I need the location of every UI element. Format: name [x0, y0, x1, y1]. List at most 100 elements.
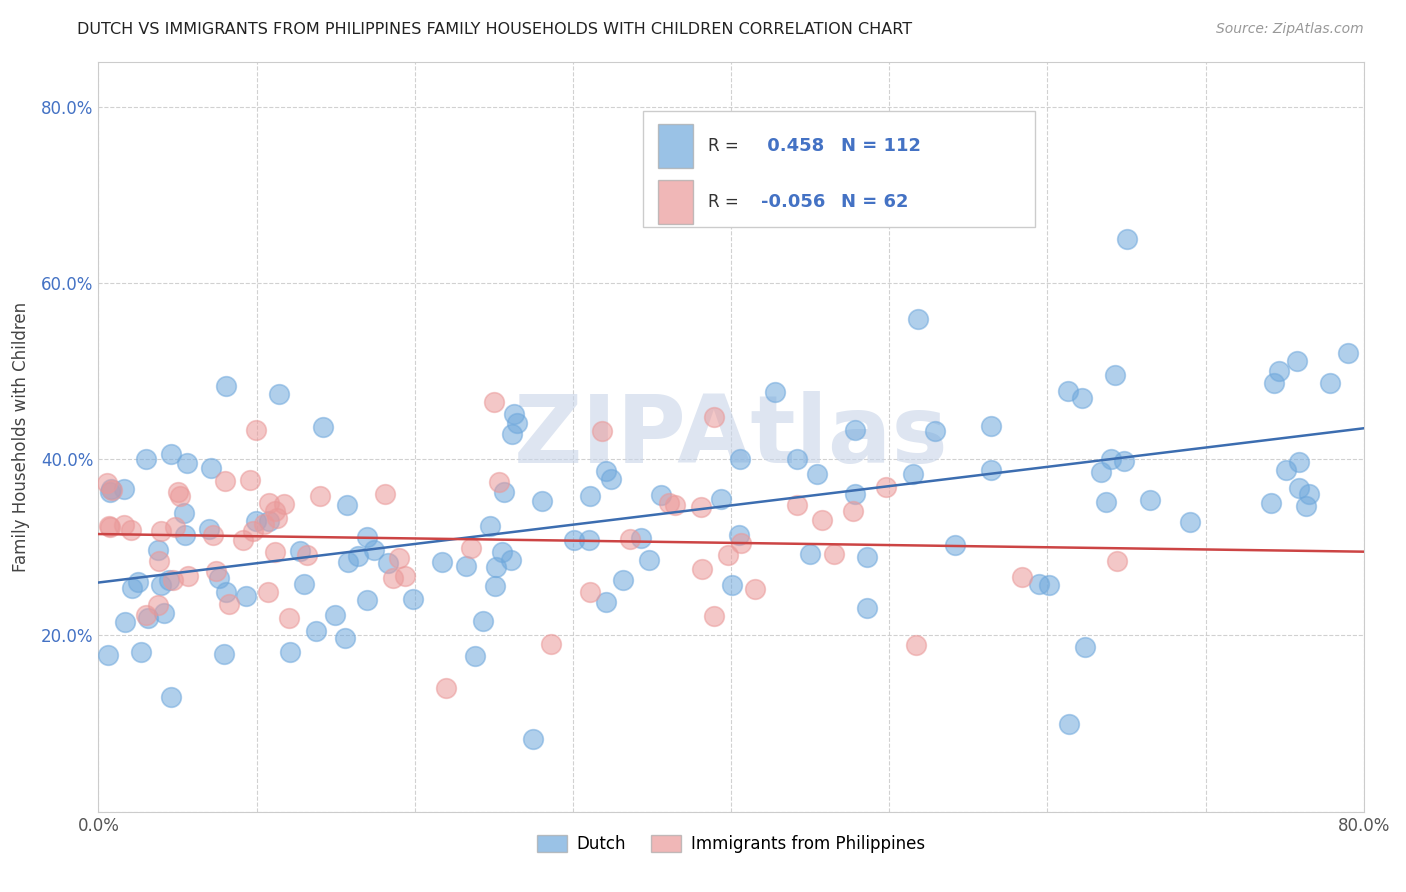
Point [484, 579, 506, 593]
Point [112, 518, 135, 533]
Point [266, 510, 288, 524]
Point [488, 475, 510, 489]
Point [1057, 384, 1080, 398]
Point [245, 423, 267, 437]
Point [591, 424, 613, 438]
Point [311, 420, 333, 434]
Text: DUTCH VS IMMIGRANTS FROM PHILIPPINES FAMILY HOUSEHOLDS WITH CHILDREN CORRELATION: DUTCH VS IMMIGRANTS FROM PHILIPPINES FAM… [77, 22, 912, 37]
Point [460, 541, 482, 556]
Point [1319, 376, 1341, 390]
Point [763, 384, 786, 399]
Point [436, 681, 458, 696]
Point [127, 574, 149, 589]
Point [612, 573, 634, 587]
Legend: Dutch, Immigrants from Philippines: Dutch, Immigrants from Philippines [530, 828, 932, 860]
Point [501, 427, 523, 442]
Point [482, 394, 505, 409]
Point [273, 497, 295, 511]
Point [727, 528, 749, 542]
FancyBboxPatch shape [658, 179, 693, 224]
Point [595, 595, 617, 609]
Text: 0.458: 0.458 [762, 137, 825, 155]
Point [336, 499, 359, 513]
Point [1288, 455, 1310, 469]
Point [239, 473, 262, 487]
Point [1115, 232, 1137, 246]
Point [173, 528, 195, 542]
Point [96, 476, 118, 491]
Point [1286, 354, 1309, 368]
Point [1112, 453, 1135, 467]
Point [1011, 570, 1033, 584]
Point [471, 614, 494, 628]
Point [121, 581, 143, 595]
Point [112, 482, 135, 496]
Point [1275, 463, 1298, 477]
Point [943, 538, 966, 552]
Point [169, 489, 191, 503]
Point [263, 504, 285, 518]
Point [259, 496, 281, 510]
Point [454, 559, 477, 574]
Point [97, 648, 120, 662]
Point [200, 460, 222, 475]
Point [232, 533, 254, 548]
Point [1260, 496, 1282, 510]
Point [650, 488, 672, 502]
Point [267, 387, 290, 401]
Point [1105, 554, 1128, 568]
Point [176, 457, 198, 471]
Point [163, 520, 186, 534]
Point [135, 452, 157, 467]
Point [1028, 577, 1050, 591]
Point [463, 648, 485, 663]
Point [1057, 717, 1080, 731]
Point [730, 452, 752, 467]
Point [637, 553, 659, 567]
Point [1099, 452, 1122, 467]
Point [138, 611, 160, 625]
Point [811, 513, 834, 527]
Point [492, 485, 515, 500]
Point [806, 467, 828, 481]
Point [786, 498, 808, 512]
Point [382, 571, 405, 585]
Point [690, 500, 713, 514]
Point [166, 485, 188, 500]
Y-axis label: Family Households with Children: Family Households with Children [11, 302, 30, 572]
Point [907, 312, 929, 326]
Point [347, 549, 370, 563]
Point [336, 555, 359, 569]
Point [844, 486, 866, 500]
Point [703, 409, 725, 424]
Point [292, 577, 315, 591]
FancyBboxPatch shape [658, 124, 693, 168]
Point [215, 585, 238, 599]
Point [135, 607, 157, 622]
Point [278, 645, 301, 659]
Point [501, 552, 523, 566]
Point [903, 467, 925, 481]
Point [799, 547, 821, 561]
Point [98, 484, 121, 499]
Point [506, 416, 529, 430]
Point [215, 379, 238, 393]
Point [325, 608, 347, 623]
Point [201, 528, 224, 542]
Point [503, 407, 526, 421]
Point [485, 560, 508, 574]
Text: ZIPAtlas: ZIPAtlas [513, 391, 949, 483]
Point [1139, 493, 1161, 508]
Point [263, 545, 285, 559]
Point [1074, 640, 1097, 654]
Point [160, 447, 183, 461]
Point [146, 599, 169, 613]
Point [100, 483, 122, 497]
Point [1178, 515, 1201, 529]
Point [114, 615, 136, 630]
Point [98, 519, 121, 533]
Point [159, 690, 181, 704]
Point [823, 547, 845, 561]
Point [619, 533, 641, 547]
Point [905, 638, 928, 652]
